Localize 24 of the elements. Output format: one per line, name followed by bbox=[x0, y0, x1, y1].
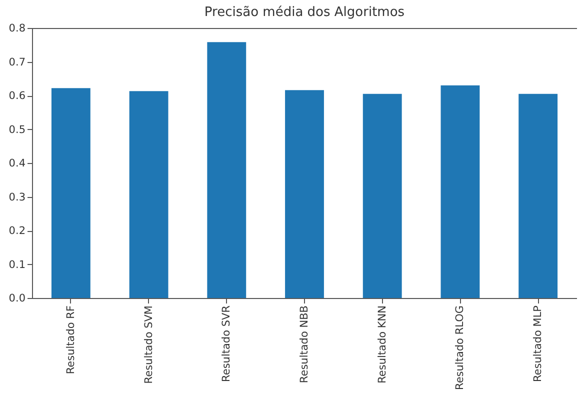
x-tick-label: Resultado KNN bbox=[376, 306, 388, 384]
y-tick-label: 0.1 bbox=[8, 258, 26, 271]
y-tick-label: 0.2 bbox=[8, 225, 26, 237]
y-tick-label: 0.8 bbox=[8, 22, 26, 34]
x-tick-label: Resultado SVR bbox=[220, 306, 233, 382]
y-tick-label: 0.3 bbox=[8, 191, 26, 204]
y-tick-label: 0.0 bbox=[8, 292, 26, 304]
x-tick-label: Resultado RF bbox=[64, 306, 77, 374]
x-tick-label: Resultado SVM bbox=[142, 306, 155, 384]
bar bbox=[285, 90, 324, 298]
bar bbox=[362, 94, 402, 298]
bar bbox=[518, 94, 558, 298]
y-tick-label: 0.6 bbox=[8, 90, 26, 102]
bar bbox=[129, 91, 168, 298]
bar bbox=[51, 88, 90, 298]
x-tick-label: Resultado NBB bbox=[298, 306, 310, 384]
x-tick-label: Resultado MLP bbox=[532, 306, 544, 382]
bar bbox=[207, 42, 246, 298]
bar bbox=[440, 85, 480, 298]
y-tick-label: 0.7 bbox=[8, 56, 26, 68]
y-tick-label: 0.5 bbox=[8, 124, 26, 136]
chart-title: Precisão média dos Algoritmos bbox=[204, 5, 405, 20]
y-tick-label: 0.4 bbox=[8, 158, 26, 170]
x-tick-label: Resultado RLOG bbox=[454, 306, 466, 390]
